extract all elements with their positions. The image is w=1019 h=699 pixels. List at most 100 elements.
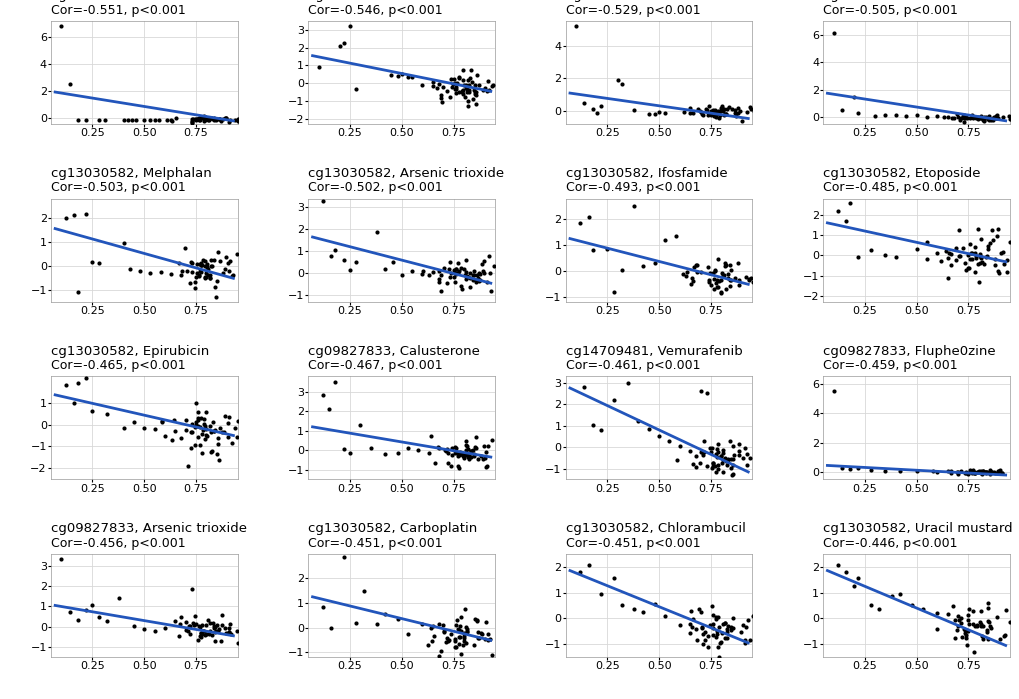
Point [978,626,995,637]
Point [678,271,694,282]
Point [157,430,173,441]
Point [123,115,140,126]
Point [709,651,726,662]
Point [928,623,945,634]
Point [712,275,729,286]
Point [189,267,205,278]
Point [746,630,762,642]
Point [196,414,212,425]
Point [1009,112,1019,123]
Point [972,466,988,477]
Point [866,110,882,122]
Point [197,112,213,123]
Point [719,621,736,632]
Point [951,224,967,235]
Point [947,614,963,625]
Point [467,87,483,98]
Text: Cor=-0.546, p<0.001: Cor=-0.546, p<0.001 [308,3,442,17]
Point [713,103,730,115]
Point [164,115,180,127]
Text: cg14709481, Vemurafenib: cg14709481, Vemurafenib [566,345,742,358]
Point [731,105,747,116]
Point [178,415,195,426]
Point [193,266,209,278]
Point [850,572,866,584]
Point [741,635,757,646]
Point [393,270,410,281]
Point [750,268,766,280]
Point [220,431,236,442]
Point [459,626,475,637]
Point [604,394,621,405]
Point [688,450,704,461]
Point [207,635,223,647]
Point [190,431,206,442]
Point [738,459,754,470]
Point [211,113,227,124]
Point [717,260,734,271]
Point [824,385,841,396]
Point [959,615,975,626]
Point [463,77,479,88]
Point [78,114,95,125]
Point [184,116,201,127]
Point [189,114,205,125]
Point [177,616,194,627]
Point [471,633,487,644]
Point [998,266,1014,278]
Point [191,114,207,125]
Point [708,628,725,640]
Point [722,625,739,636]
Point [159,115,175,126]
Point [980,114,997,125]
Point [221,116,237,127]
Point [470,633,486,644]
Point [469,626,485,637]
Point [887,109,903,120]
Point [199,262,215,273]
Point [482,285,498,296]
Point [219,258,235,269]
Point [439,635,455,647]
Point [743,103,759,115]
Point [668,454,685,466]
Point [479,75,495,86]
Point [719,454,736,466]
Point [204,113,220,124]
Point [422,623,438,634]
Point [717,109,734,120]
Point [399,628,416,640]
Point [689,259,705,271]
Point [968,619,984,630]
Point [434,81,450,92]
Point [439,85,455,96]
Point [731,450,747,461]
Point [452,448,469,459]
Point [683,622,699,633]
Point [687,461,703,473]
Point [705,106,721,117]
Point [205,426,221,437]
Point [711,110,728,121]
Point [457,603,473,614]
Point [692,107,708,118]
Point [976,112,993,123]
Point [179,461,196,472]
Point [704,268,720,279]
Point [205,618,221,629]
Point [213,426,229,438]
Point [459,86,475,97]
Point [966,241,982,252]
Point [183,584,200,595]
Point [404,266,420,277]
Point [704,619,720,630]
Point [442,461,459,472]
Point [974,466,990,477]
Point [706,266,722,277]
Point [712,636,729,647]
Point [447,264,464,275]
Point [891,589,907,600]
Point [433,270,449,281]
Point [230,115,247,126]
Point [335,444,352,455]
